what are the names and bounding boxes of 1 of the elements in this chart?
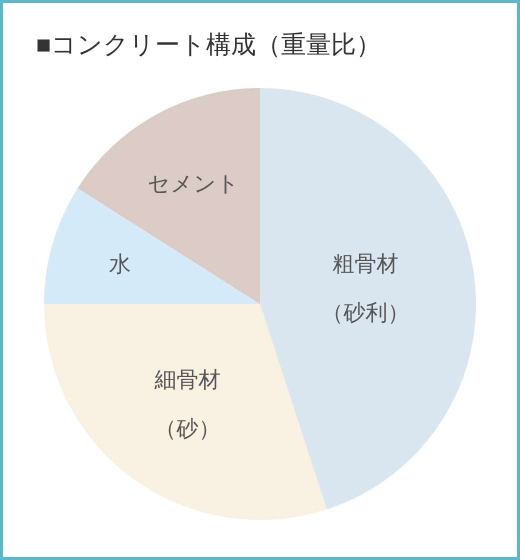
title: ■コンクリート構成（重量比） <box>36 31 382 59</box>
